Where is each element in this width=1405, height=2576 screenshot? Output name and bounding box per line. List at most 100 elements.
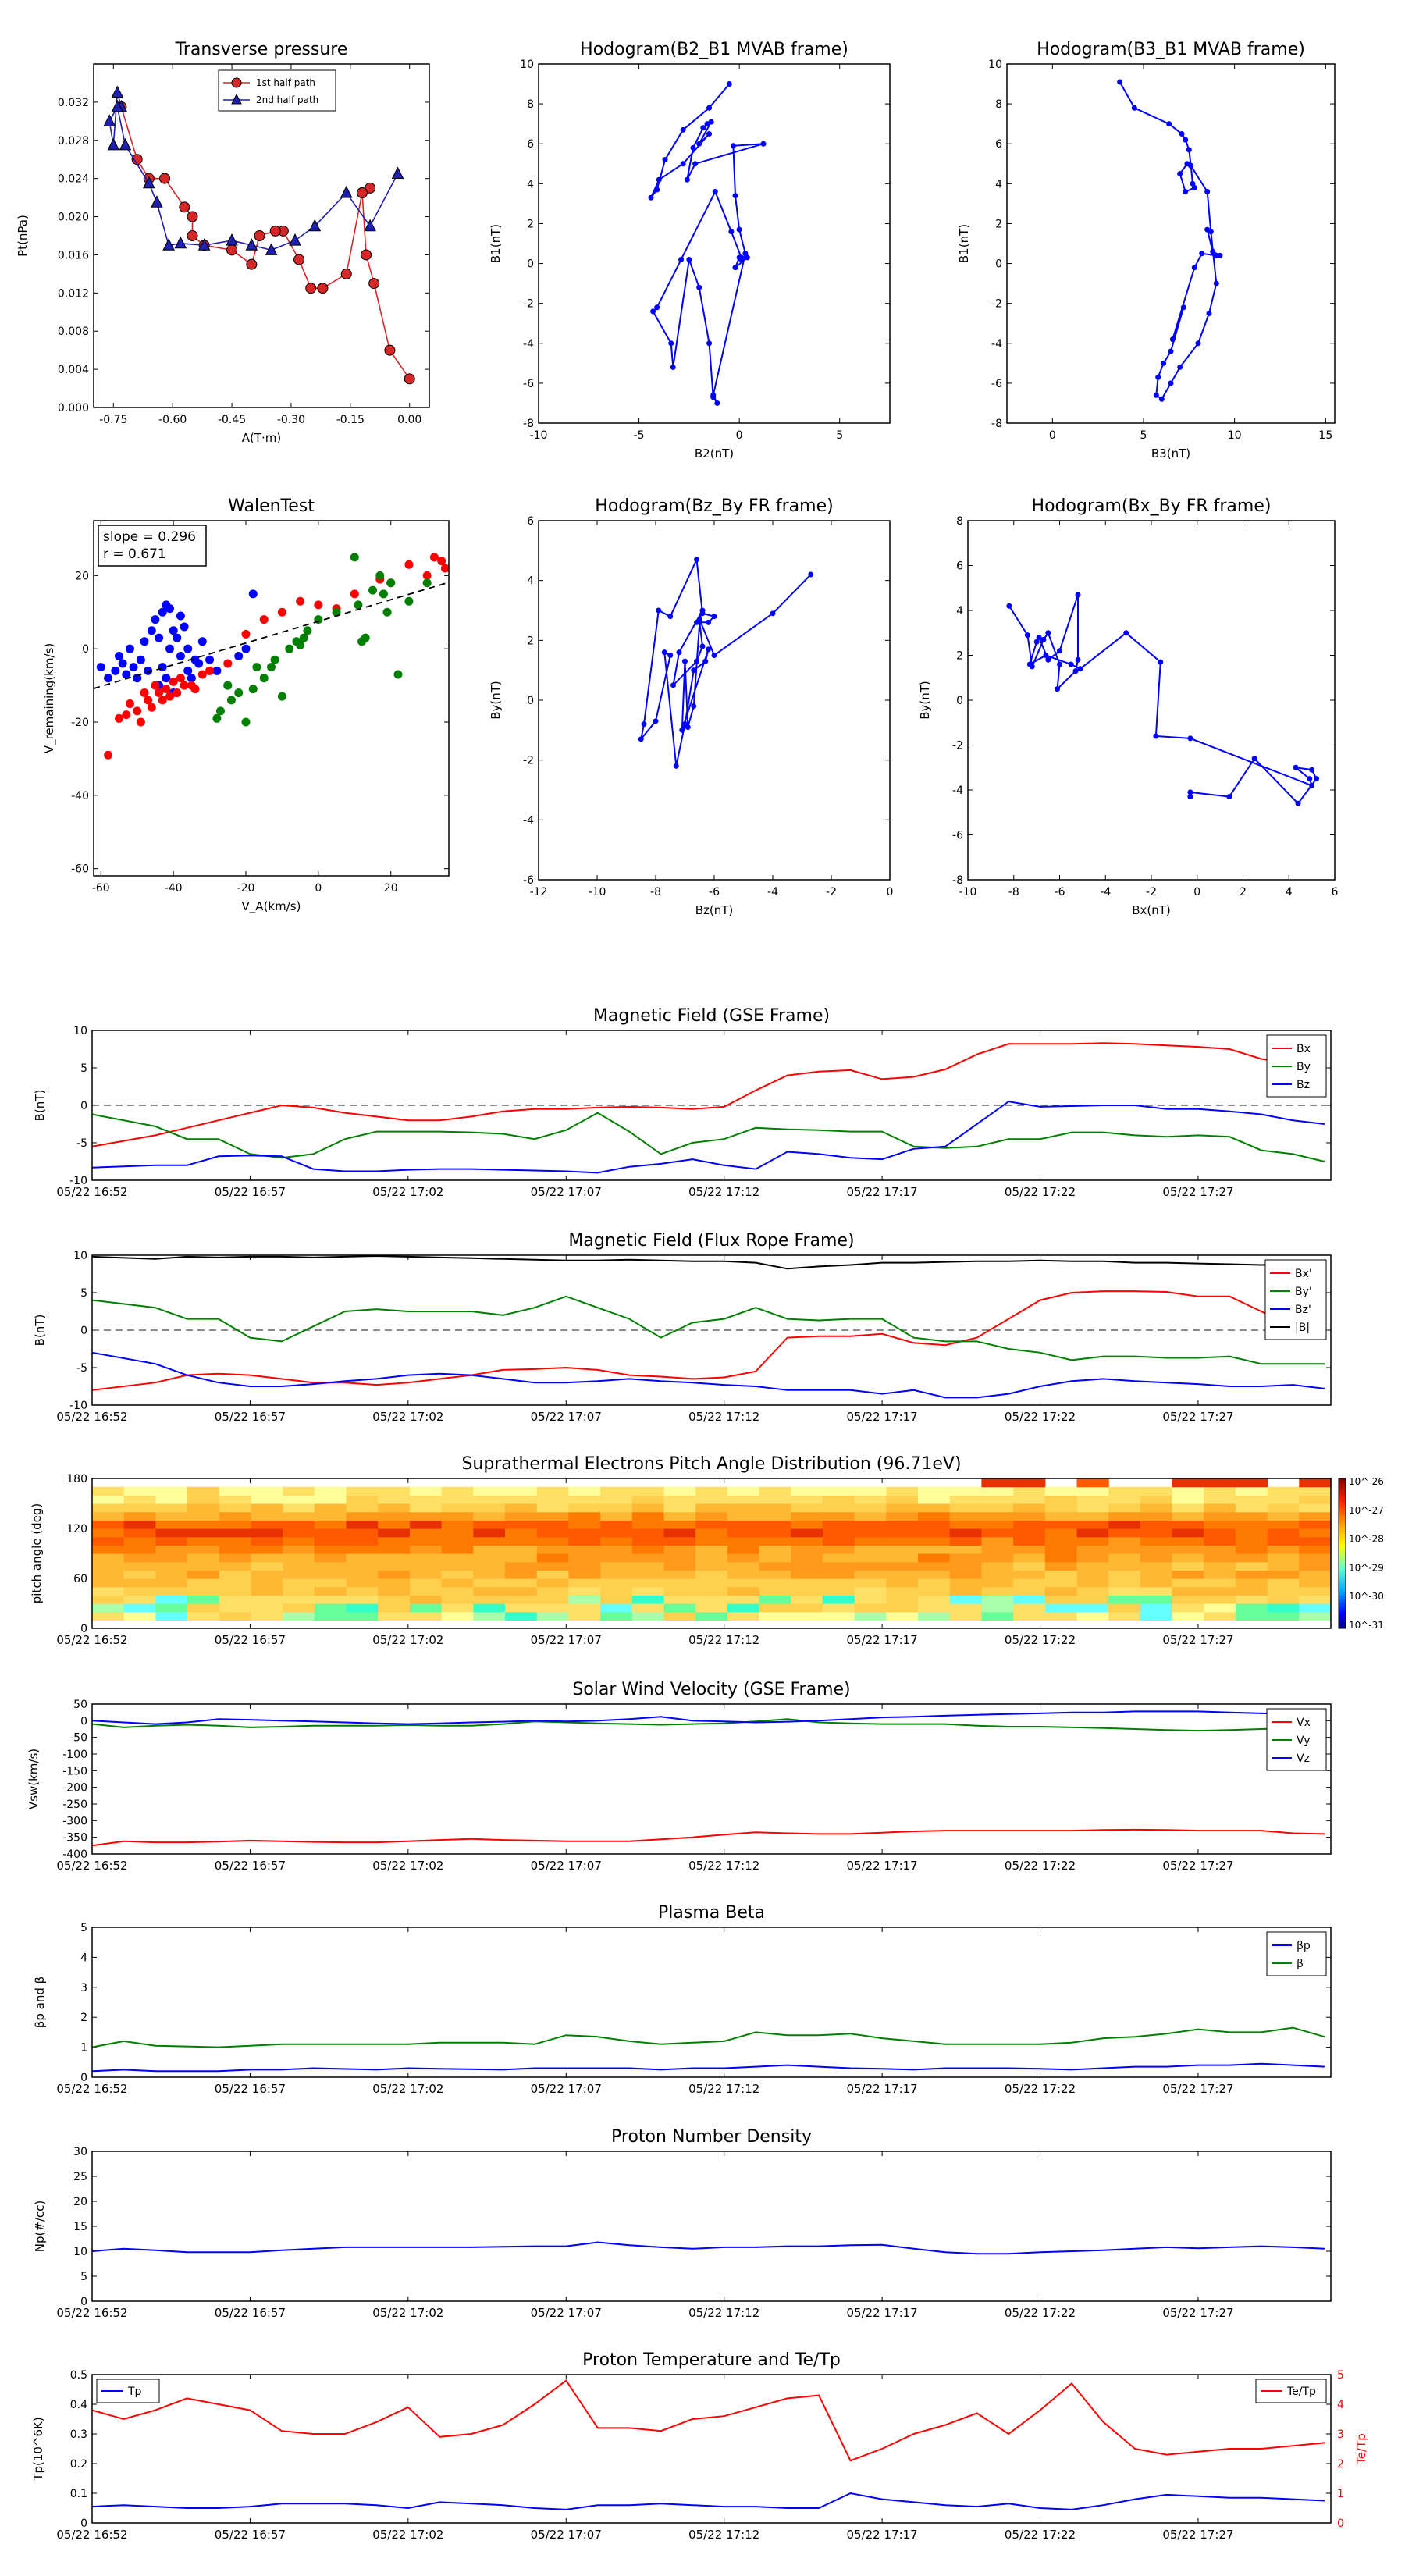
hodogram-b2-b1-xlabel: B2(nT) (695, 447, 734, 461)
y-tick-label: -8 (523, 418, 534, 430)
data-point (267, 663, 276, 672)
data-point (730, 143, 736, 149)
heatmap-cell (314, 1570, 347, 1579)
heatmap-cell (1013, 1520, 1046, 1529)
heatmap-cell (409, 1528, 443, 1538)
heatmap-cell (473, 1536, 506, 1546)
data-point (1190, 180, 1196, 187)
x-tick-label: 05/22 17:22 (1005, 1633, 1076, 1647)
hodogram-trace (640, 557, 812, 767)
data-point (174, 236, 187, 249)
heatmap-cell (123, 1503, 156, 1513)
heatmap-cell (1235, 1578, 1268, 1588)
data-point (187, 674, 196, 683)
heatmap-cell (409, 1536, 443, 1546)
data-point (169, 626, 178, 635)
heatmap-cell (283, 1511, 315, 1521)
y-tick-label: 0.032 (58, 97, 89, 109)
heatmap-cell (822, 1553, 855, 1563)
heatmap-cell (155, 1570, 188, 1579)
data-point (1068, 661, 1074, 667)
y-tick-label-right: 1 (1337, 2488, 1344, 2500)
data-point (332, 607, 341, 617)
heatmap-cell (759, 1486, 791, 1496)
data-point (151, 195, 163, 208)
data-point (155, 633, 164, 642)
data-point (197, 670, 207, 679)
data-point (155, 688, 164, 697)
y-tick-label: 3 (80, 1982, 87, 1994)
x-tick-label: 05/22 16:57 (215, 2528, 286, 2542)
heatmap-cell (1013, 1528, 1046, 1538)
data-point (686, 256, 692, 262)
heatmap-cell (759, 1528, 791, 1538)
data-point (382, 607, 392, 617)
heatmap-cell (473, 1586, 506, 1596)
data-point (1077, 666, 1083, 672)
heatmap-cell (187, 1520, 220, 1529)
heatmap-cell (1267, 1578, 1300, 1588)
heatmap-cell (123, 1578, 156, 1588)
heatmap-cell (1172, 1511, 1204, 1521)
heatmap-cell (1235, 1528, 1268, 1538)
data-point (159, 173, 171, 184)
x-tick-label: -0.60 (158, 414, 187, 426)
heatmap-cell (663, 1528, 696, 1538)
heatmap-cell (92, 1595, 125, 1604)
x-tick-label: -10 (959, 886, 977, 898)
heatmap-cell (600, 1495, 633, 1504)
data-point (1187, 789, 1193, 795)
heatmap-cell (822, 1570, 855, 1579)
heatmap-cell (1076, 1503, 1109, 1513)
series-line-By (92, 1112, 1325, 1162)
heatmap-cell (346, 1611, 379, 1621)
y-tick-label: 0 (80, 1100, 87, 1112)
heatmap-cell (1076, 1561, 1109, 1571)
heatmap-cell (155, 1503, 188, 1513)
data-point (115, 713, 123, 723)
x-tick-label: 05/22 17:22 (1005, 1410, 1076, 1424)
data-point (245, 238, 258, 251)
x-tick-label: 15 (1318, 429, 1332, 442)
heatmap-cell (409, 1553, 443, 1563)
y-tick-label: 6 (527, 515, 534, 528)
x-tick-label: 0 (736, 429, 743, 442)
heatmap-cell (981, 1545, 1014, 1554)
heatmap-cell (981, 1528, 1014, 1538)
heatmap-cell (1267, 1595, 1300, 1604)
heatmap-cell (568, 1511, 601, 1521)
data-point (111, 666, 120, 675)
x-tick-label: 05/22 17:12 (688, 1859, 759, 1873)
heatmap-cell (854, 1553, 887, 1563)
data-point (1309, 767, 1315, 773)
data-point (1307, 776, 1313, 782)
heatmap-cell (1108, 1578, 1141, 1588)
magnetic-field-gse-group: Magnetic Field (GSE Frame) -10 -5 0 5 10 05/22… (33, 1006, 1332, 1199)
y-tick-label: 0.016 (58, 249, 89, 262)
x-tick-label: 05/22 16:52 (56, 1410, 127, 1424)
y-tick-label: 50 (73, 1699, 87, 1711)
heatmap-cell (663, 1611, 696, 1621)
y-tick-label: 0 (527, 695, 534, 707)
heatmap-cell (314, 1603, 347, 1613)
heatmap-cell (92, 1570, 125, 1579)
heatmap-cell (187, 1595, 220, 1604)
heatmap-cell (663, 1536, 696, 1546)
heatmap-cell (346, 1528, 379, 1538)
heatmap-cell (759, 1561, 791, 1571)
heatmap-cell (409, 1611, 443, 1621)
heatmap-cell (949, 1603, 982, 1613)
heatmap-cell (283, 1553, 315, 1563)
x-tick-label: 0.00 (397, 414, 422, 426)
heatmap-cell (1235, 1603, 1268, 1613)
data-point (682, 658, 688, 664)
heatmap-cell (854, 1586, 887, 1596)
heatmap-cell (949, 1503, 982, 1513)
heatmap-cell (219, 1511, 252, 1521)
heatmap-cell (1267, 1611, 1300, 1621)
hodogram-bz-by-group: Hodogram(Bz_By FR frame) -6 -4 -2 0 2 4 6 -12 -10… (489, 496, 893, 917)
y-tick-label: 0.024 (58, 173, 89, 186)
heatmap-cell (1235, 1611, 1268, 1621)
heatmap-cell (1013, 1536, 1046, 1546)
